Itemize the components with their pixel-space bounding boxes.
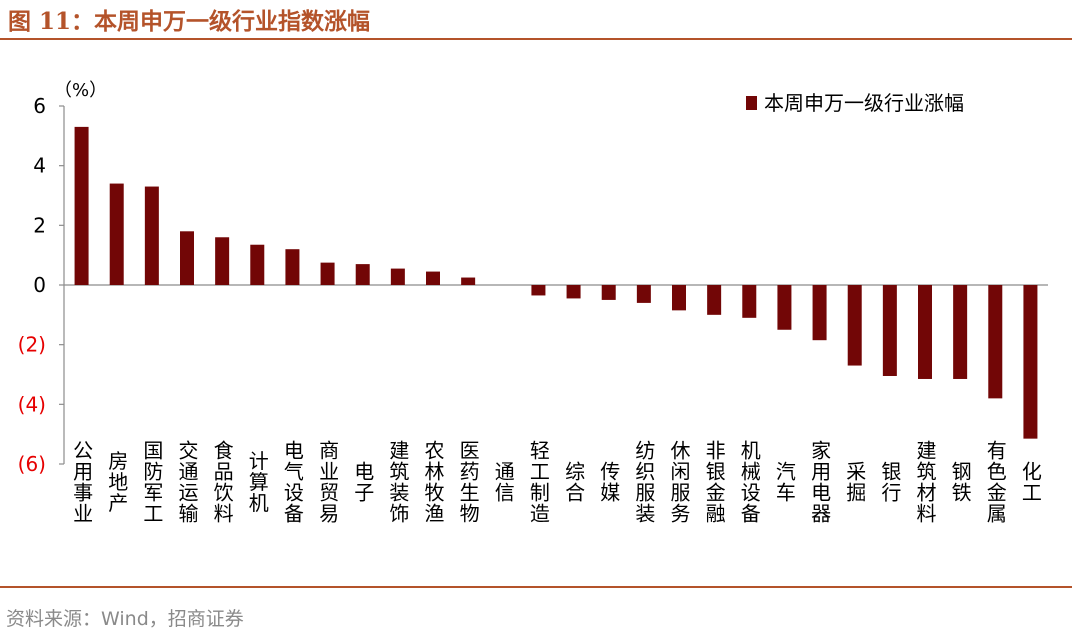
category-label: 房地产 bbox=[105, 450, 129, 513]
bar bbox=[144, 186, 159, 285]
category-label: 综合 bbox=[562, 461, 586, 503]
category-label: 传媒 bbox=[597, 461, 621, 503]
legend-label: 本周申万一级行业涨幅 bbox=[764, 91, 964, 115]
bar bbox=[285, 249, 300, 285]
bar bbox=[531, 285, 546, 296]
category-label: 建筑材料 bbox=[913, 440, 937, 524]
y-tick-label: (6) bbox=[18, 452, 46, 476]
bar bbox=[707, 285, 722, 315]
category-label: 公用事业 bbox=[70, 440, 94, 524]
category-label: 电子 bbox=[351, 461, 375, 503]
bar bbox=[672, 285, 686, 311]
bar bbox=[426, 271, 440, 285]
bar bbox=[461, 277, 476, 285]
figure-title: 图 11：本周申万一级行业指数涨幅 bbox=[8, 8, 371, 35]
category-label: 银行 bbox=[878, 461, 902, 503]
bar bbox=[180, 231, 194, 285]
category-label: 电气设备 bbox=[280, 440, 304, 524]
bar bbox=[882, 285, 897, 376]
bar bbox=[320, 262, 335, 285]
y-tick-label: 0 bbox=[33, 273, 46, 297]
category-label: 商业贸易 bbox=[316, 440, 340, 524]
bar bbox=[355, 264, 370, 285]
category-label: 有色金属 bbox=[983, 440, 1007, 524]
category-label: 食品饮料 bbox=[210, 440, 234, 524]
y-tick-label: (4) bbox=[18, 392, 46, 416]
category-label: 机械设备 bbox=[737, 440, 761, 524]
bar bbox=[215, 237, 230, 285]
y-tick-label: 2 bbox=[33, 213, 46, 237]
category-label: 钢铁 bbox=[948, 461, 972, 503]
bar bbox=[953, 285, 968, 379]
bar bbox=[812, 285, 827, 341]
bar-chart: （%） 6 4 2 0 (2) (4) (6) 公用事业 房地产 国防军工 交通运输 食品饮料 计算机 电气… bbox=[18, 80, 1048, 524]
category-label: 汽车 bbox=[772, 461, 796, 503]
category-label: 非银金融 bbox=[702, 440, 726, 524]
bar bbox=[742, 285, 757, 318]
bar bbox=[109, 183, 124, 285]
category-label: 采掘 bbox=[843, 461, 867, 503]
category-label: 国防军工 bbox=[140, 440, 164, 524]
category-label: 通信 bbox=[491, 461, 515, 503]
category-label: 家用电器 bbox=[808, 440, 832, 524]
legend-swatch bbox=[746, 96, 757, 110]
category-label: 建筑装饰 bbox=[386, 440, 410, 524]
footer-divider bbox=[0, 586, 1072, 588]
bar bbox=[847, 285, 862, 366]
y-tick-label: 4 bbox=[33, 154, 46, 178]
bar bbox=[390, 268, 405, 285]
category-label: 交通运输 bbox=[175, 440, 199, 524]
y-tick-label: (2) bbox=[18, 333, 46, 357]
bar bbox=[601, 285, 616, 300]
category-label: 休闲服务 bbox=[667, 440, 691, 524]
bar bbox=[918, 285, 932, 379]
category-label: 计算机 bbox=[245, 450, 269, 513]
bar bbox=[777, 285, 792, 330]
title-divider bbox=[0, 38, 1072, 40]
bar bbox=[1023, 285, 1038, 439]
category-label: 纺织服装 bbox=[632, 440, 656, 524]
bar bbox=[250, 244, 265, 285]
bar bbox=[74, 126, 89, 285]
category-label: 化工 bbox=[1018, 461, 1042, 503]
y-tick-label: 6 bbox=[33, 94, 46, 118]
y-unit-label: （%） bbox=[54, 80, 107, 101]
bar bbox=[636, 285, 651, 303]
bar bbox=[566, 285, 581, 299]
source-note: 资料来源：Wind，招商证券 bbox=[6, 608, 244, 630]
category-label: 农林牧渔 bbox=[421, 440, 445, 524]
category-label: 轻工制造 bbox=[526, 440, 550, 524]
category-label: 医药生物 bbox=[456, 440, 480, 524]
bar bbox=[988, 285, 1003, 399]
